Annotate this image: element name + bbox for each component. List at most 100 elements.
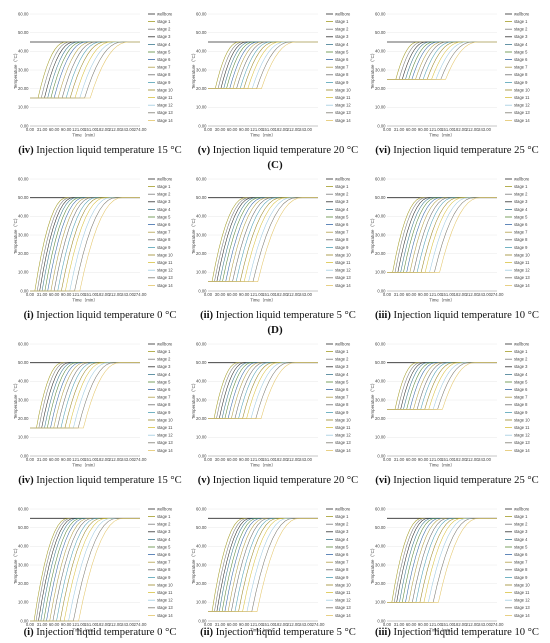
x-tick-label: 151.00 <box>262 292 275 297</box>
legend-label: stage 9 <box>514 575 528 580</box>
series-line-stage-3 <box>387 197 497 273</box>
series-line-stage-3 <box>208 197 318 282</box>
chart-panel: 0.00 10.00 20.00 30.00 40.00 50.00 60.00 0.00 31… <box>367 503 547 641</box>
y-tick-label: 10.00 <box>375 435 386 440</box>
x-tick-label: 121.00 <box>429 127 442 132</box>
x-tick-label: 243.00 <box>121 292 134 297</box>
y-tick-label: 60.00 <box>375 176 386 181</box>
legend-label: stage 2 <box>157 27 171 32</box>
series-line-stage-14 <box>30 197 140 292</box>
legend-label: stage 1 <box>157 19 171 24</box>
series-line-stage-14 <box>208 362 318 419</box>
legend-label: stage 2 <box>514 357 528 362</box>
legend-label: stage 9 <box>157 410 171 415</box>
y-axis-label: Temperature（°C） <box>13 381 18 419</box>
x-tick-label: 0.00 <box>204 292 213 297</box>
y-tick-label: 60.00 <box>18 176 29 181</box>
y-axis-label: Temperature（°C） <box>191 216 196 254</box>
y-axis-label: Temperature（°C） <box>191 51 196 89</box>
legend-label: stage 6 <box>157 222 171 227</box>
x-tick-label: 121.00 <box>72 292 85 297</box>
x-tick-label: 31.00 <box>37 622 48 627</box>
x-tick-label: 212.00 <box>466 292 479 297</box>
series-line-stage-10 <box>387 197 497 273</box>
x-tick-label: 243.00 <box>478 457 491 462</box>
legend-label: stage 12 <box>514 598 530 603</box>
series-line-stage-2 <box>387 362 497 410</box>
series-line-stage-3 <box>208 41 318 89</box>
series-line-stage-6 <box>208 518 318 612</box>
chart-panel: 0.00 10.00 20.00 30.00 40.00 50.00 60.00 0.00 31… <box>367 338 547 476</box>
series-line-stage-4 <box>30 518 140 622</box>
series-line-stage-11 <box>387 518 497 603</box>
series-line-stage-5 <box>30 518 140 622</box>
y-tick-label: 0.00 <box>20 123 29 128</box>
legend-label: wellbore <box>335 506 351 511</box>
series-line-stage-9 <box>208 518 318 612</box>
legend-label: stage 5 <box>157 544 171 549</box>
series-line-stage-8 <box>208 41 318 89</box>
legend-label: stage 11 <box>514 260 530 265</box>
y-tick-label: 20.00 <box>196 581 207 586</box>
legend-label: stage 3 <box>514 199 528 204</box>
x-tick-label: 60.00 <box>49 292 60 297</box>
panel-caption: (iii) Injection liquid temperature 10 °C <box>362 627 550 638</box>
legend-label: stage 10 <box>335 252 351 257</box>
series-line-stage-12 <box>208 197 318 282</box>
legend-label: stage 6 <box>157 57 171 62</box>
x-tick-label: 182.00 <box>97 292 110 297</box>
x-tick-label: 212.00 <box>109 292 122 297</box>
x-tick-label: 151.00 <box>84 457 97 462</box>
y-tick-label: 10.00 <box>196 600 207 605</box>
legend-label: stage 6 <box>157 552 171 557</box>
series-line-stage-2 <box>30 518 140 622</box>
legend-label: stage 12 <box>157 433 173 438</box>
legend-label: stage 13 <box>514 440 530 445</box>
panel-caption-text: Injection liquid temperature 15 °C <box>33 475 182 486</box>
x-tick-label: 151.00 <box>441 292 454 297</box>
x-tick-label: 0.00 <box>383 622 392 627</box>
series-line-stage-7 <box>387 197 497 273</box>
series-line-stage-9 <box>30 197 140 292</box>
y-tick-label: 50.00 <box>375 525 386 530</box>
legend-label: stage 1 <box>335 514 349 519</box>
y-tick-label: 0.00 <box>377 288 386 293</box>
y-tick-label: 0.00 <box>20 618 29 623</box>
legend-label: stage 2 <box>514 192 528 197</box>
series-line-stage-6 <box>387 197 497 273</box>
legend-label: wellbore <box>335 176 351 181</box>
legend-label: stage 3 <box>514 364 528 369</box>
x-tick-label: 31.00 <box>215 622 226 627</box>
series-line-stage-14 <box>387 518 497 603</box>
series-line-stage-6 <box>30 41 140 99</box>
y-tick-label: 50.00 <box>375 195 386 200</box>
legend-label: stage 6 <box>335 57 349 62</box>
y-tick-label: 60.00 <box>375 506 386 511</box>
x-axis-label: Time（min） <box>429 298 454 303</box>
series-line-stage-7 <box>387 362 497 410</box>
x-tick-label: 274.00 <box>134 622 147 627</box>
series-line-stage-14 <box>30 41 140 99</box>
series-line-stage-9 <box>387 197 497 273</box>
x-tick-label: 151.00 <box>262 622 275 627</box>
panel-caption-number: (iii) <box>375 310 391 321</box>
y-tick-label: 60.00 <box>196 506 207 511</box>
x-tick-label: 243.00 <box>121 622 134 627</box>
series-line-stage-2 <box>387 41 497 80</box>
series-line-stage-1 <box>208 197 318 282</box>
legend-label: stage 9 <box>514 410 528 415</box>
series-line-stage-13 <box>208 41 318 89</box>
x-tick-label: 243.00 <box>299 127 312 132</box>
x-tick-label: 90.00 <box>61 622 72 627</box>
series-line-stage-13 <box>208 197 318 282</box>
x-tick-label: 60.00 <box>406 127 417 132</box>
legend-label: stage 6 <box>335 552 349 557</box>
legend-label: stage 14 <box>157 283 173 288</box>
legend-label: stage 11 <box>335 95 351 100</box>
legend-label: stage 8 <box>335 72 349 77</box>
legend-label: stage 2 <box>335 27 349 32</box>
y-tick-label: 20.00 <box>375 581 386 586</box>
legend-label: stage 13 <box>335 110 351 115</box>
series-line-stage-12 <box>208 518 318 612</box>
